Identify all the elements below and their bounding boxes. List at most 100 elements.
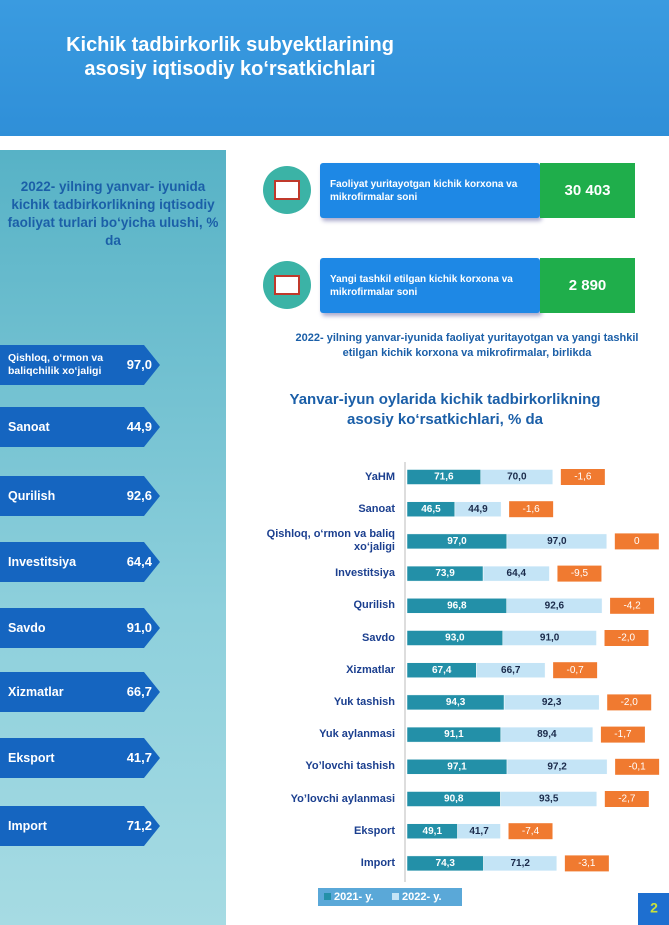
bar-label: 93,5 xyxy=(539,794,559,805)
legend-box xyxy=(318,888,462,906)
bar-label: 94,3 xyxy=(446,697,466,708)
difference-box xyxy=(560,469,605,485)
bar-label: 70,0 xyxy=(507,472,527,483)
card-icon-glyph xyxy=(274,275,300,295)
item-value: 66,7 xyxy=(126,684,152,699)
difference-label: -7,4 xyxy=(522,826,540,837)
header-title: asosiy iqtisodiy ko‘rsatkichlari xyxy=(84,58,376,80)
page-number: 2 xyxy=(650,900,658,916)
card-icon-glyph xyxy=(274,180,300,200)
difference-box xyxy=(509,501,554,518)
bar-label: 91,1 xyxy=(444,729,464,740)
left-title: 2022- yilning yanvar- iyunida kichik tad… xyxy=(7,179,219,248)
header-title: Kichik tadbirkorlik subyektlarining xyxy=(66,34,394,56)
bar-label: 91,0 xyxy=(540,633,560,644)
bar xyxy=(482,565,550,582)
bar-label: 97,0 xyxy=(547,536,567,547)
bar xyxy=(506,598,603,614)
card-box xyxy=(320,163,540,218)
category-label: Yuk tashish xyxy=(333,695,395,708)
item-value: 91,0 xyxy=(126,620,152,635)
item-label: Investitsiya xyxy=(8,554,77,569)
category-label: Yo’lovchi aylanmasi xyxy=(290,792,395,805)
bar-label: 71,2 xyxy=(510,858,530,869)
difference-box xyxy=(615,758,660,775)
bar-label: 96,8 xyxy=(447,600,467,611)
bar-label: 46,5 xyxy=(421,504,441,515)
difference-box xyxy=(607,694,652,711)
bar-label: 74,3 xyxy=(436,858,456,869)
bar xyxy=(506,759,608,775)
item-value: 97,0 xyxy=(126,357,152,372)
item-label: Sanoat xyxy=(8,419,50,434)
difference-label: -1,7 xyxy=(614,729,632,740)
difference-label: -0,7 xyxy=(567,665,585,676)
cards-caption: 2022- yilning yanvar-iyunida faoliyat yu… xyxy=(295,332,639,359)
legend-swatch xyxy=(324,893,331,900)
bar-label: 73,9 xyxy=(435,568,455,579)
item-arrow xyxy=(0,407,160,447)
bar xyxy=(502,630,597,646)
difference-label: -2,0 xyxy=(618,633,636,644)
bar-label: 93,0 xyxy=(445,633,465,644)
card-value: 2 890 xyxy=(540,258,635,313)
header-band xyxy=(0,0,669,136)
item-label: Qishloq, o‘rmon va baliqchilik xo‘jaligi xyxy=(8,352,104,377)
bar xyxy=(480,469,554,485)
bar-label: 67,4 xyxy=(432,665,452,676)
item-value: 71,2 xyxy=(126,818,152,833)
difference-box xyxy=(553,662,598,679)
bar-label: 92,6 xyxy=(545,600,565,611)
difference-box xyxy=(600,726,645,743)
difference-box xyxy=(508,823,553,840)
category-label: Xizmatlar xyxy=(346,663,395,676)
bar xyxy=(500,726,594,743)
bar xyxy=(503,694,600,711)
chart-title: Yanvar-iyun oylarida kichik tadbirkorlik… xyxy=(289,391,601,428)
difference-label: -4,2 xyxy=(623,600,641,611)
difference-label: -9,5 xyxy=(571,568,589,579)
legend-label: 2022- y. xyxy=(402,891,442,903)
difference-box xyxy=(610,597,655,614)
difference-box xyxy=(564,855,609,872)
item-value: 92,6 xyxy=(126,488,152,503)
item-label: Xizmatlar xyxy=(8,684,64,699)
category-label: Yuk aylanmasi xyxy=(319,728,395,741)
bar-label: 41,7 xyxy=(469,826,489,837)
bar xyxy=(476,662,546,678)
item-arrow xyxy=(0,608,160,648)
difference-label: -1,6 xyxy=(523,504,541,515)
bar xyxy=(506,533,608,550)
card-label: Faoliyat yuritayotgan kichik korxona va … xyxy=(330,178,518,203)
item-label: Qurilish xyxy=(8,488,56,503)
bar-label: 71,6 xyxy=(434,472,454,483)
bar-label: 66,7 xyxy=(501,665,521,676)
bar-label: 89,4 xyxy=(537,729,557,740)
left-panel xyxy=(0,150,226,925)
legend-label: 2021- y. xyxy=(334,891,374,903)
item-value: 41,7 xyxy=(126,750,152,765)
category-label: Savdo xyxy=(361,631,395,644)
item-arrow xyxy=(0,738,160,778)
item-value: 44,9 xyxy=(126,419,152,434)
item-label: Import xyxy=(8,818,47,833)
item-arrow xyxy=(0,476,160,516)
page-number-box xyxy=(638,893,669,925)
bar-label: 97,1 xyxy=(447,761,467,772)
bar xyxy=(483,855,558,872)
item-arrow xyxy=(0,542,160,582)
difference-label: 0 xyxy=(634,536,640,547)
legend-swatch xyxy=(392,893,399,900)
bar-label: 49,1 xyxy=(423,826,443,837)
difference-label: -3,1 xyxy=(578,858,596,869)
item-label: Eksport xyxy=(8,750,55,765)
difference-box xyxy=(604,791,649,807)
card-value: 30 403 xyxy=(540,163,635,218)
category-label: Eksport xyxy=(354,824,395,837)
difference-label: -1,6 xyxy=(574,472,592,483)
category-label: YaHM xyxy=(365,470,395,483)
bar xyxy=(457,823,501,839)
category-label: Qurilish xyxy=(353,599,395,612)
bar xyxy=(454,501,502,517)
